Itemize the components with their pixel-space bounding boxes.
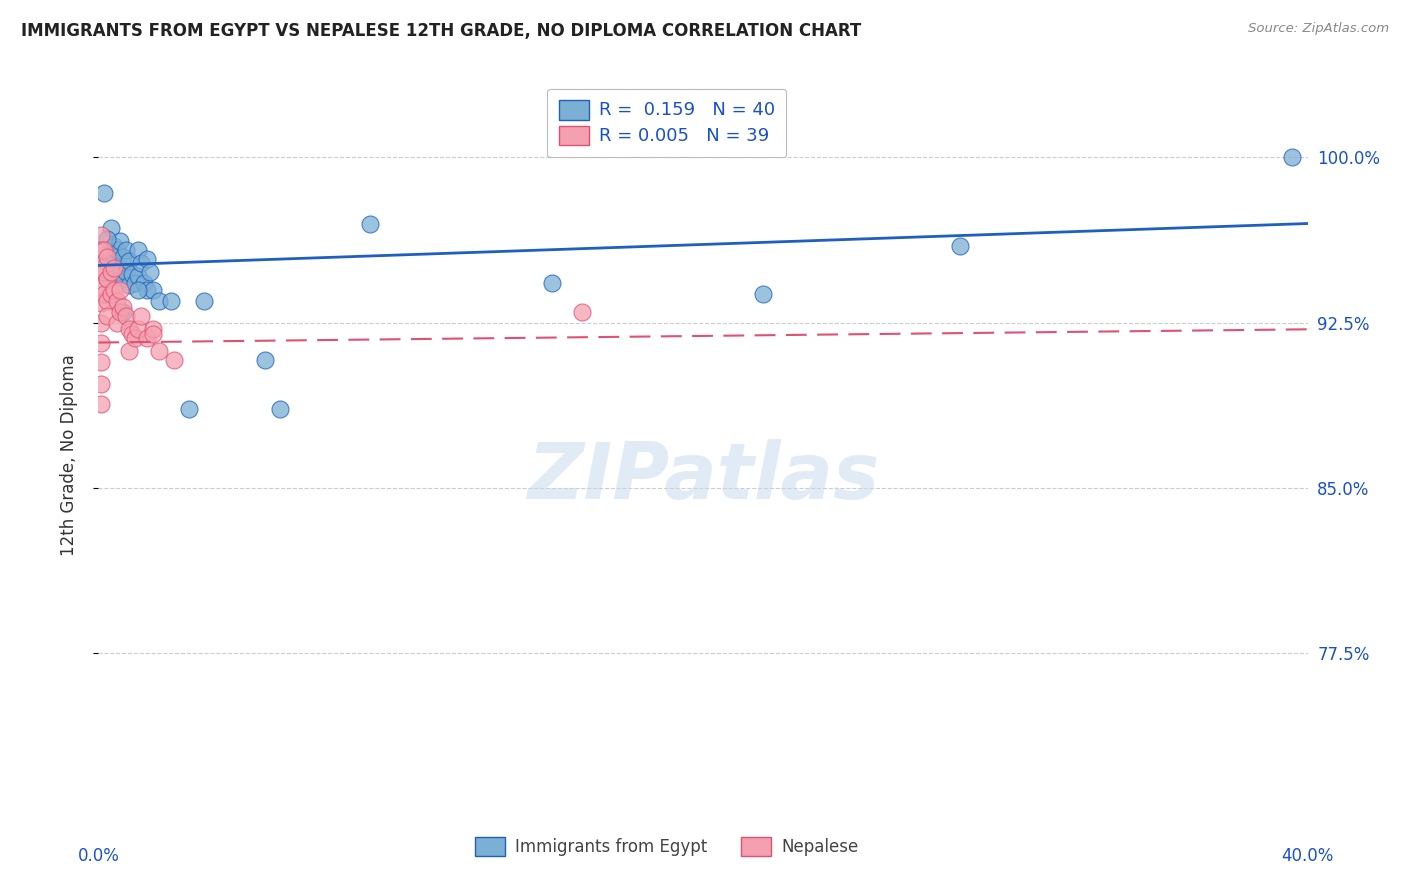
Point: [103, 238, 125, 252]
Point: [132, 276, 155, 290]
Point: [93, 265, 115, 279]
Point: [1281, 150, 1303, 164]
Point: [90, 296, 112, 310]
Point: [108, 304, 131, 318]
Point: [90, 260, 112, 275]
Point: [93, 243, 115, 257]
Point: [949, 238, 972, 252]
Point: [253, 353, 276, 368]
Point: [118, 344, 141, 359]
Point: [139, 265, 162, 279]
Point: [90, 316, 112, 330]
Point: [90, 377, 112, 392]
Point: [105, 293, 128, 308]
Point: [96, 232, 118, 246]
Point: [96, 293, 118, 308]
Text: IMMIGRANTS FROM EGYPT VS NEPALESE 12TH GRADE, NO DIPLOMA CORRELATION CHART: IMMIGRANTS FROM EGYPT VS NEPALESE 12TH G…: [21, 22, 862, 40]
Point: [100, 287, 122, 301]
Point: [111, 250, 134, 264]
Point: [121, 267, 143, 281]
Legend: Immigrants from Egypt, Nepalese: Immigrants from Egypt, Nepalese: [468, 830, 865, 863]
Point: [193, 293, 215, 308]
Point: [135, 252, 157, 266]
Point: [129, 256, 152, 270]
Point: [752, 287, 775, 301]
Point: [105, 243, 128, 257]
Point: [135, 283, 157, 297]
Point: [90, 397, 112, 411]
Point: [142, 326, 165, 341]
Point: [148, 293, 170, 308]
Point: [90, 335, 112, 350]
Point: [100, 265, 122, 279]
Point: [96, 250, 118, 264]
Point: [90, 355, 112, 369]
Point: [96, 256, 118, 270]
Point: [114, 265, 136, 279]
Point: [90, 227, 112, 242]
Point: [163, 353, 186, 368]
Point: [108, 260, 131, 275]
Text: 40.0%: 40.0%: [1281, 847, 1334, 865]
Point: [111, 300, 134, 314]
Point: [127, 269, 149, 284]
Point: [118, 254, 141, 268]
Text: Source: ZipAtlas.com: Source: ZipAtlas.com: [1249, 22, 1389, 36]
Point: [571, 304, 593, 318]
Point: [129, 309, 152, 323]
Point: [108, 283, 131, 297]
Point: [103, 260, 125, 275]
Point: [96, 271, 118, 285]
Point: [121, 326, 143, 341]
Point: [118, 278, 141, 293]
Point: [179, 401, 201, 416]
Point: [105, 265, 128, 279]
Point: [105, 316, 128, 330]
Point: [142, 322, 165, 336]
Point: [111, 304, 134, 318]
Point: [114, 243, 136, 257]
Text: ZIPatlas: ZIPatlas: [527, 440, 879, 516]
Point: [118, 322, 141, 336]
Y-axis label: 12th Grade, No Diploma: 12th Grade, No Diploma: [59, 354, 77, 556]
Point: [135, 331, 157, 345]
Point: [160, 293, 183, 308]
Point: [142, 283, 165, 297]
Point: [100, 221, 122, 235]
Point: [148, 344, 170, 359]
Point: [269, 401, 291, 416]
Point: [103, 283, 125, 297]
Point: [127, 243, 149, 257]
Point: [127, 283, 149, 297]
Point: [360, 217, 382, 231]
Point: [108, 234, 131, 248]
Point: [111, 271, 134, 285]
Point: [96, 271, 118, 285]
Point: [96, 309, 118, 323]
Point: [127, 322, 149, 336]
Point: [103, 250, 125, 264]
Point: [124, 276, 146, 290]
Point: [93, 287, 115, 301]
Point: [114, 309, 136, 323]
Point: [90, 243, 112, 257]
Point: [124, 331, 146, 345]
Point: [90, 278, 112, 293]
Text: 0.0%: 0.0%: [77, 847, 120, 865]
Point: [93, 186, 115, 200]
Point: [540, 276, 562, 290]
